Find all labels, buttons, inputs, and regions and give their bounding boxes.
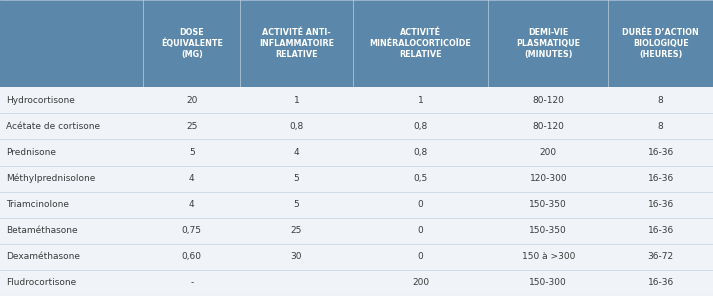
Text: 1: 1 [418, 96, 424, 105]
Text: 120-300: 120-300 [530, 174, 567, 183]
Text: 16-36: 16-36 [647, 279, 674, 287]
Text: 20: 20 [186, 96, 198, 105]
Text: 16-36: 16-36 [647, 174, 674, 183]
Text: 200: 200 [412, 279, 429, 287]
Text: 0,8: 0,8 [414, 122, 428, 131]
Text: Méthylprednisolone: Méthylprednisolone [6, 174, 95, 183]
Bar [0, 139, 713, 165]
Text: Betaméthasone: Betaméthasone [6, 226, 77, 235]
Text: Dexaméthasone: Dexaméthasone [6, 252, 80, 261]
Text: 16-36: 16-36 [647, 226, 674, 235]
Text: 80-120: 80-120 [533, 122, 564, 131]
Bar [0, 87, 713, 113]
Text: Triamcinolone: Triamcinolone [6, 200, 68, 209]
Text: 150-300: 150-300 [530, 279, 567, 287]
Text: 0,8: 0,8 [414, 148, 428, 157]
Text: 16-36: 16-36 [647, 148, 674, 157]
Text: 4: 4 [294, 148, 299, 157]
Text: 5: 5 [294, 200, 299, 209]
Bar [0, 192, 713, 218]
Text: 150-350: 150-350 [530, 200, 567, 209]
Text: 30: 30 [291, 252, 302, 261]
Text: 1: 1 [294, 96, 299, 105]
Text: 0: 0 [418, 200, 424, 209]
Text: DEMI-VIE
PLASMATIQUE
(MINUTES): DEMI-VIE PLASMATIQUE (MINUTES) [516, 28, 580, 59]
Bar [0, 113, 713, 139]
Text: 80-120: 80-120 [533, 96, 564, 105]
Text: Acétate de cortisone: Acétate de cortisone [6, 122, 100, 131]
Text: Hydrocortisone: Hydrocortisone [6, 96, 75, 105]
Bar [0, 244, 713, 270]
Text: 0,75: 0,75 [182, 226, 202, 235]
Text: 150-350: 150-350 [530, 226, 567, 235]
Bar [0, 218, 713, 244]
Text: -: - [190, 279, 193, 287]
Text: 5: 5 [189, 148, 195, 157]
Text: DURÉE D’ACTION
BIOLOGIQUE
(HEURES): DURÉE D’ACTION BIOLOGIQUE (HEURES) [622, 28, 699, 59]
Text: 16-36: 16-36 [647, 200, 674, 209]
Text: 25: 25 [291, 226, 302, 235]
Text: 0,8: 0,8 [289, 122, 304, 131]
Text: 0,60: 0,60 [182, 252, 202, 261]
Text: ACTIVITÉ ANTI-
INFLAMMATOIRE
RELATIVE: ACTIVITÉ ANTI- INFLAMMATOIRE RELATIVE [259, 28, 334, 59]
Text: 0: 0 [418, 252, 424, 261]
Text: 5: 5 [294, 174, 299, 183]
Text: 150 à >300: 150 à >300 [522, 252, 575, 261]
Bar [0, 165, 713, 192]
Text: 8: 8 [658, 122, 664, 131]
Text: ACTIVITÉ
MINÉRALOCORTICOÏDE
RELATIVE: ACTIVITÉ MINÉRALOCORTICOÏDE RELATIVE [369, 28, 471, 59]
Bar [0, 270, 713, 296]
Bar [0, 0, 713, 87]
Text: Prednisone: Prednisone [6, 148, 56, 157]
Text: 4: 4 [189, 200, 195, 209]
Text: 200: 200 [540, 148, 557, 157]
Text: 25: 25 [186, 122, 198, 131]
Text: 0: 0 [418, 226, 424, 235]
Text: 4: 4 [189, 174, 195, 183]
Text: 8: 8 [658, 96, 664, 105]
Text: 36-72: 36-72 [647, 252, 674, 261]
Text: 0,5: 0,5 [414, 174, 428, 183]
Text: Fludrocortisone: Fludrocortisone [6, 279, 76, 287]
Text: DOSE
ÉQUIVALENTE
(MG): DOSE ÉQUIVALENTE (MG) [161, 28, 222, 59]
